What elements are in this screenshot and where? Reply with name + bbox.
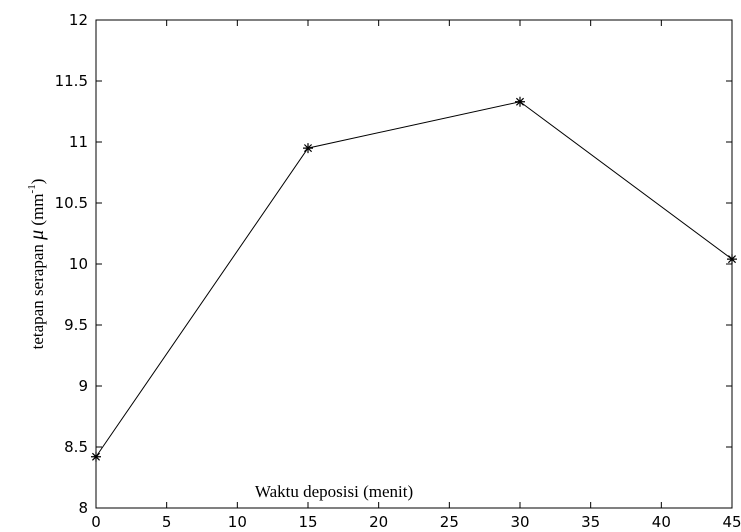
y-tick-label: 9 [78, 377, 88, 395]
y-tick-label: 10 [69, 255, 88, 273]
y-axis: 8 8.5 9 9.5 10 10.5 11 11.5 12 [55, 11, 732, 517]
x-axis: 0 5 10 15 20 25 30 35 40 45 [91, 20, 741, 531]
x-tick-label: 10 [228, 513, 247, 531]
data-point-marker [727, 254, 737, 265]
y-axis-title-prefix: tetapan serapan [28, 240, 47, 350]
x-tick-label: 35 [581, 513, 600, 531]
y-tick-label: 8.5 [64, 438, 88, 456]
x-tick-label: 5 [162, 513, 172, 531]
y-axis-title-unit: (mm [28, 193, 47, 229]
series-line [95, 101, 733, 458]
x-tick-label: 15 [298, 513, 317, 531]
data-point-marker [515, 96, 525, 107]
y-tick-label: 8 [78, 499, 88, 517]
y-tick-label: 10.5 [55, 194, 88, 212]
y-axis-title-exponent: -1 [26, 184, 38, 193]
data-point-marker [303, 143, 313, 154]
y-tick-label: 9.5 [64, 316, 88, 334]
x-tick-label: 30 [510, 513, 529, 531]
x-tick-label: 40 [652, 513, 671, 531]
y-tick-label: 12 [69, 11, 88, 29]
x-tick-label: 20 [369, 513, 388, 531]
y-axis-title: tetapan serapan μ (mm-1) [26, 179, 48, 350]
x-tick-label: 45 [722, 513, 741, 531]
x-axis-title: Waktu deposisi (menit) [255, 482, 413, 501]
y-axis-title-symbol: μ [26, 230, 48, 241]
series-group [91, 96, 737, 462]
data-point-marker [91, 451, 101, 462]
y-tick-label: 11 [69, 133, 88, 151]
y-axis-title-close: ) [28, 179, 47, 185]
plot-area [95, 19, 733, 509]
x-tick-label: 25 [440, 513, 459, 531]
y-tick-label: 11.5 [55, 72, 88, 90]
x-tick-label: 0 [91, 513, 101, 531]
